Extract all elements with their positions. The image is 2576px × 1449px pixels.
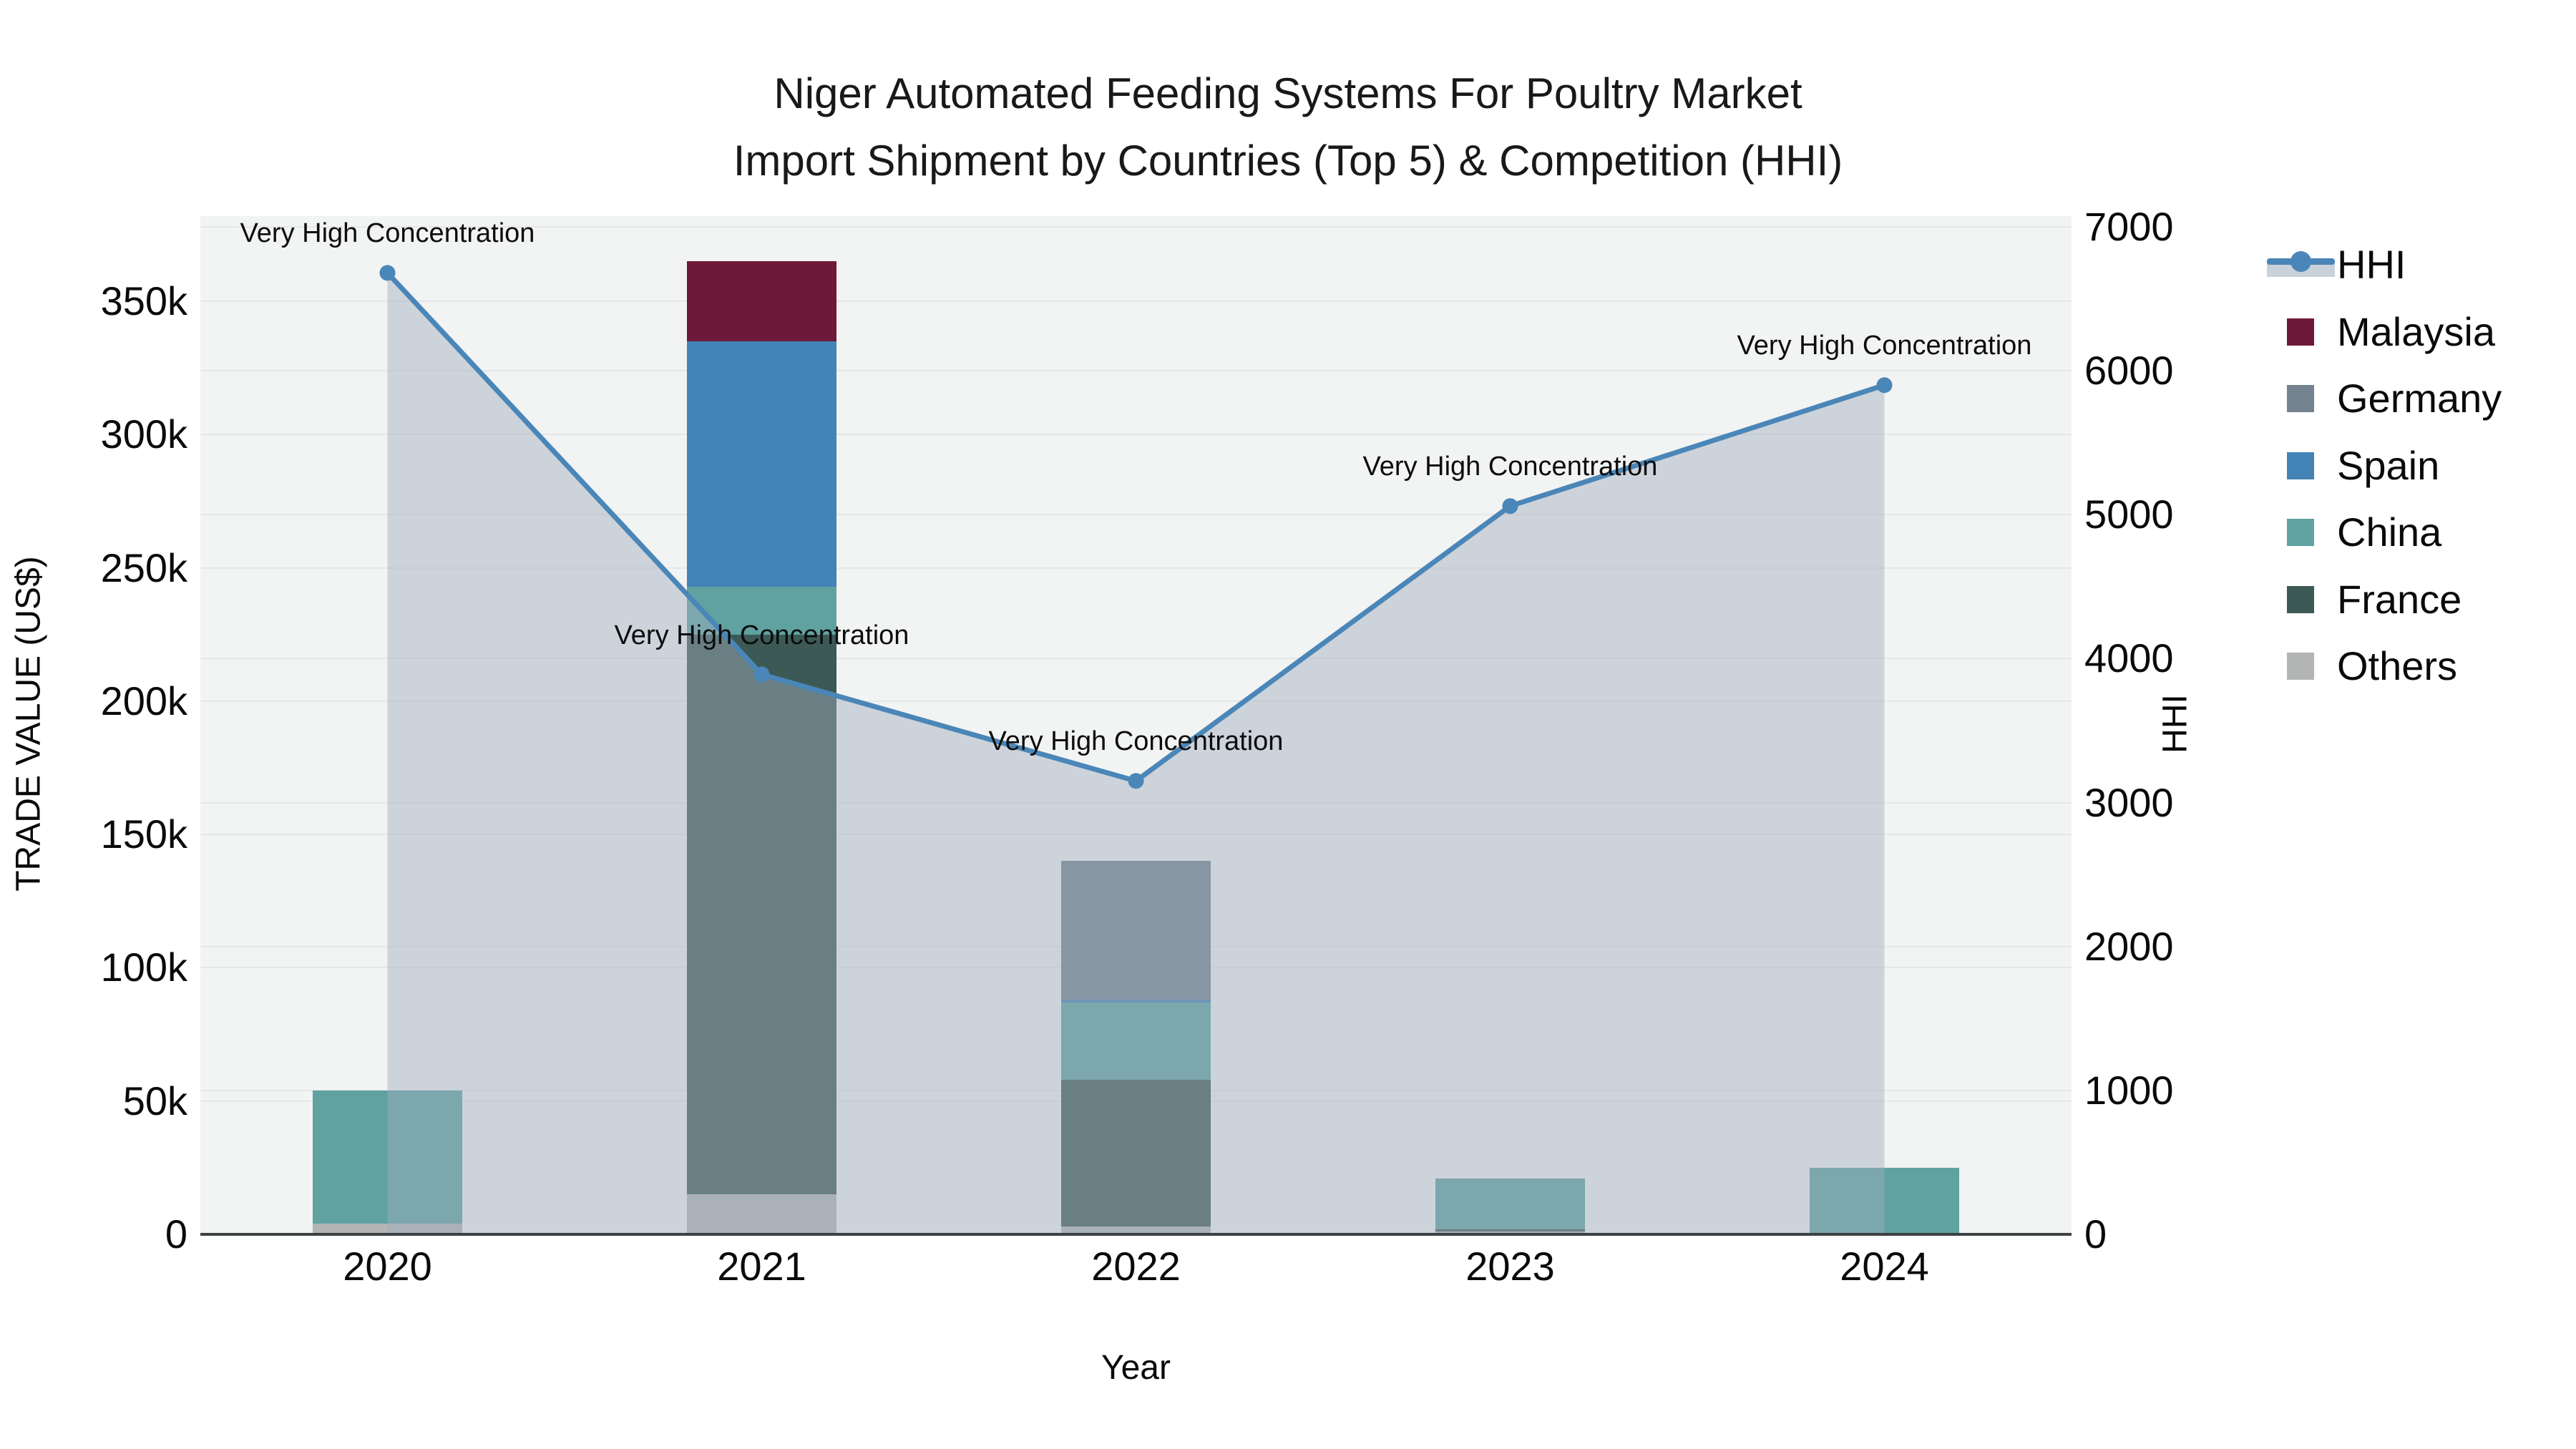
- bar-segment-china-2024: [1810, 1167, 1959, 1234]
- x-tick-2023: 2023: [1465, 1244, 1555, 1289]
- legend-label-malaysia: Malaysia: [2337, 308, 2495, 354]
- y-right-tick-1000: 1000: [2084, 1067, 2174, 1113]
- bar-segment-china-2022: [1061, 1002, 1211, 1080]
- x-axis-title: Year: [1101, 1349, 1171, 1387]
- bar-segment-france-2022: [1061, 1079, 1211, 1226]
- gridline-hhi: [200, 658, 2072, 660]
- x-tick-2022: 2022: [1091, 1244, 1181, 1289]
- x-tick-2020: 2020: [343, 1244, 432, 1289]
- legend-color-chip-france: [2287, 585, 2314, 613]
- y-left-tick-50k: 50k: [122, 1078, 187, 1123]
- x-axis-line: [200, 1233, 2072, 1236]
- bar-segment-others-2021: [687, 1194, 836, 1234]
- annotation-2023: Very High Concentration: [1362, 452, 1658, 482]
- gridline-trade-value: [200, 567, 2072, 569]
- y-right-tick-5000: 5000: [2084, 492, 2174, 537]
- legend-label-germany: Germany: [2337, 376, 2502, 421]
- legend-item-germany[interactable]: Germany: [2267, 365, 2567, 432]
- legend-color-chip-china: [2287, 519, 2314, 546]
- legend-label-spain: Spain: [2337, 442, 2440, 488]
- bar-segment-france-2023: [1435, 1229, 1585, 1232]
- bar-segment-others-2020: [313, 1224, 462, 1234]
- y-left-tick-100k: 100k: [100, 945, 187, 990]
- legend-label-france: France: [2337, 576, 2462, 622]
- bar-segment-spain-2022: [1061, 1000, 1211, 1002]
- legend-item-spain[interactable]: Spain: [2267, 432, 2567, 499]
- y-right-tick-2000: 2000: [2084, 923, 2174, 969]
- legend-item-others[interactable]: Others: [2267, 633, 2567, 700]
- legend-item-malaysia[interactable]: Malaysia: [2267, 298, 2567, 366]
- y-left-tick-200k: 200k: [100, 678, 187, 723]
- x-tick-2021: 2021: [717, 1244, 806, 1289]
- gridline-trade-value: [200, 834, 2072, 836]
- legend-label-china: China: [2337, 509, 2442, 555]
- y-right-tick-7000: 7000: [2084, 203, 2174, 249]
- bar-segment-france-2021: [687, 634, 836, 1195]
- gridline-hhi: [200, 514, 2072, 516]
- chart-title-line2: Import Shipment by Countries (Top 5) & C…: [733, 137, 1843, 185]
- annotation-2020: Very High Concentration: [240, 218, 535, 249]
- y-right-tick-6000: 6000: [2084, 348, 2174, 394]
- bar-segment-malaysia-2021: [687, 261, 836, 341]
- y-left-tick-250k: 250k: [100, 545, 187, 590]
- y-left-tick-150k: 150k: [100, 811, 187, 857]
- legend-hhi-marker-sample: [2290, 251, 2311, 272]
- legend-color-chip-others: [2287, 653, 2314, 680]
- y-left-tick-300k: 300k: [100, 411, 187, 457]
- gridline-trade-value: [200, 700, 2072, 702]
- gridline-hhi: [200, 801, 2072, 804]
- gridline-hhi: [200, 225, 2072, 228]
- y-left-tick-350k: 350k: [100, 278, 187, 323]
- legend-color-chip-germany: [2287, 385, 2314, 412]
- gridline-trade-value: [200, 434, 2072, 436]
- annotation-2022: Very High Concentration: [988, 726, 1284, 757]
- annotation-2024: Very High Concentration: [1737, 331, 2032, 361]
- y-axis-right-title: HHI: [2156, 693, 2195, 753]
- y-right-tick-0: 0: [2084, 1211, 2107, 1257]
- gridline-hhi: [200, 370, 2072, 372]
- bar-segment-china-2020: [313, 1090, 462, 1224]
- legend-label-hhi: HHI: [2337, 242, 2406, 287]
- legend-hhi-line-swatch: [2267, 247, 2335, 280]
- bar-segment-spain-2021: [687, 341, 836, 587]
- legend-color-chip-spain: [2287, 452, 2314, 479]
- bar-segment-others-2022: [1061, 1226, 1211, 1234]
- x-tick-2024: 2024: [1840, 1244, 1929, 1289]
- y-left-tick-0: 0: [165, 1211, 187, 1257]
- annotation-2021: Very High Concentration: [614, 620, 909, 650]
- y-right-tick-4000: 4000: [2084, 635, 2174, 681]
- legend-color-chip-malaysia: [2287, 318, 2314, 346]
- legend-item-france[interactable]: France: [2267, 566, 2567, 633]
- y-right-tick-3000: 3000: [2084, 779, 2174, 825]
- chart-title-line1: Niger Automated Feeding Systems For Poul…: [774, 69, 1802, 117]
- bar-segment-germany-2022: [1061, 861, 1211, 1000]
- bar-segment-china-2023: [1435, 1178, 1585, 1229]
- legend: HHI Malaysia Germany Spain China France Others: [2267, 231, 2576, 702]
- gridline-trade-value: [200, 301, 2072, 302]
- chart-title: Niger Automated Feeding Systems For Poul…: [0, 60, 2576, 195]
- legend-item-hhi[interactable]: HHI: [2267, 231, 2567, 298]
- legend-item-china[interactable]: China: [2267, 499, 2567, 566]
- legend-label-others: Others: [2337, 643, 2458, 688]
- y-axis-left-title: TRADE VALUE (US$): [9, 555, 48, 892]
